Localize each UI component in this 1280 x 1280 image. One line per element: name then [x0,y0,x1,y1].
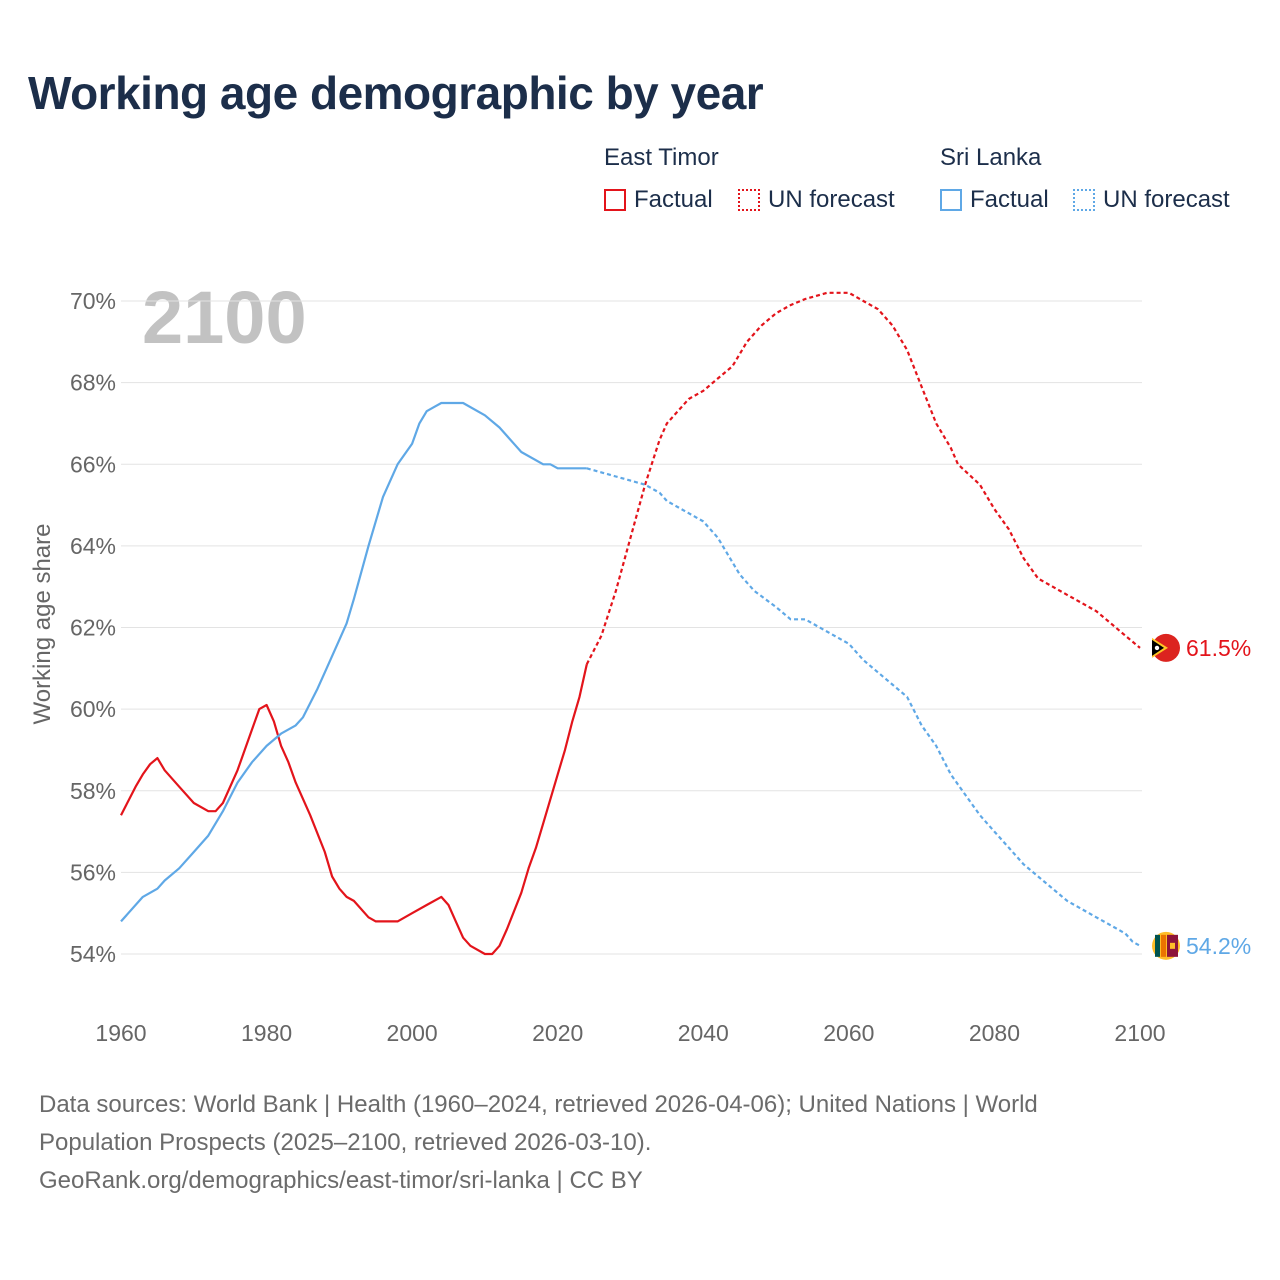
year-watermark: 2100 [142,276,307,359]
x-tick-label: 2000 [387,1020,438,1046]
y-tick-label: 66% [70,451,116,477]
y-tick-label: 56% [70,859,116,885]
footer-sources-line1: Data sources: World Bank | Health (1960–… [39,1091,1038,1118]
x-tick-label: 1960 [95,1020,146,1046]
y-tick-label: 64% [70,533,116,559]
y-tick-label: 58% [70,778,116,804]
y-tick-label: 54% [70,941,116,967]
x-tick-label: 2060 [823,1020,874,1046]
legend-swatch-solid-icon [940,189,962,211]
x-tick-label: 2080 [969,1020,1020,1046]
east-timor-flag-icon [1152,633,1180,662]
y-tick-label: 70% [70,288,116,314]
series-line-forecast-1[interactable] [586,467,1141,947]
legend-swatch-solid-icon [604,189,626,211]
legend-group-sri-lanka: Sri Lanka [940,144,1042,171]
sri-lanka-flag-icon [1152,931,1180,960]
y-tick-label: 62% [70,615,116,641]
legend-east-timor-forecast[interactable]: UN forecast [738,186,895,214]
legend-label: UN forecast [768,186,895,213]
chart-title: Working age demographic by year [28,67,764,119]
legend-label: UN forecast [1103,186,1230,213]
legend-sri-lanka-factual[interactable]: Factual [940,186,1049,214]
x-tick-label: 2040 [678,1020,729,1046]
legend-swatch-dotted-icon [1073,189,1095,211]
series-end-label: 54.2% [1186,933,1251,959]
legend-swatch-dotted-icon [738,189,760,211]
legend-sri-lanka-forecast[interactable]: UN forecast [1073,186,1230,214]
footer: Data sources: World Bank | Health (1960–… [39,1086,1239,1200]
x-tick-label: 2020 [532,1020,583,1046]
line-chart: 2100 Working age share 54% 56% 58% 60% 62% 64… [29,276,1251,1046]
legend-label: Factual [970,186,1049,213]
legend-group-east-timor: East Timor [604,144,719,171]
series-line-factual-1[interactable] [120,401,587,923]
x-tick-label: 2100 [1114,1020,1165,1046]
y-tick-label: 60% [70,696,116,722]
footer-link[interactable]: GeoRank.org/demographics/east-timor/sri-… [39,1167,643,1194]
series-line-forecast-0[interactable] [585,291,1141,665]
y-axis-label: Working age share [29,524,56,725]
series-line-factual-0[interactable] [120,663,588,956]
y-tick-label: 68% [70,370,116,396]
footer-sources-line2: Population Prospects (2025–2100, retriev… [39,1129,652,1156]
legend-east-timor-factual[interactable]: Factual [604,186,713,214]
series-end-label: 61.5% [1186,635,1251,661]
x-tick-label: 1980 [241,1020,292,1046]
legend-label: Factual [634,186,713,213]
